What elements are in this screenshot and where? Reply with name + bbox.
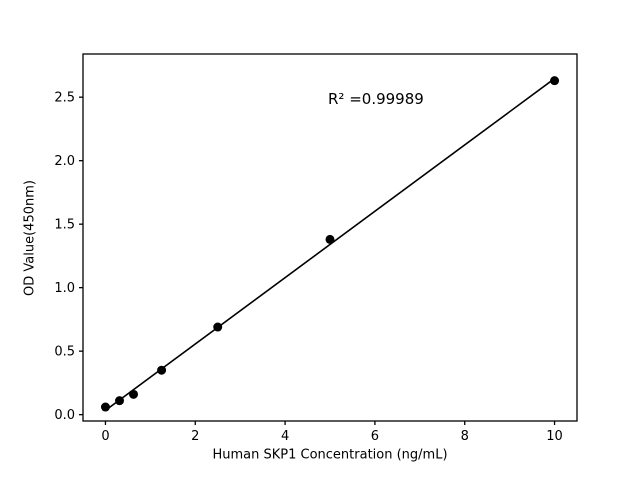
fit-line: [104, 77, 556, 412]
y-tick-label: 0.5: [54, 345, 75, 360]
y-axis-label: OD Value(450nm): [22, 180, 38, 296]
y-tick-label: 0.0: [54, 408, 75, 423]
x-tick-label: 2: [191, 429, 199, 444]
x-axis-label: Human SKP1 Concentration (ng/mL): [212, 447, 448, 463]
y-tick-label: 1.5: [54, 218, 75, 233]
x-tick-label: 4: [281, 429, 289, 444]
data-point: [213, 322, 223, 332]
data-point: [157, 365, 167, 375]
data-point: [100, 402, 110, 412]
x-tick-label: 8: [461, 429, 469, 444]
x-tick-label: 6: [371, 429, 379, 444]
y-tick-label: 2.5: [54, 91, 75, 106]
y-tick-label: 1.0: [54, 281, 75, 296]
plot-frame: [82, 53, 578, 422]
x-tick-label: 0: [101, 429, 109, 444]
data-point: [115, 396, 125, 406]
data-point: [550, 76, 560, 86]
data-point: [325, 234, 335, 244]
data-point: [129, 389, 139, 399]
r-squared-annotation: R² =0.99989: [328, 90, 424, 108]
y-tick-label: 2.0: [54, 154, 75, 169]
x-tick-label: 10: [546, 429, 563, 444]
